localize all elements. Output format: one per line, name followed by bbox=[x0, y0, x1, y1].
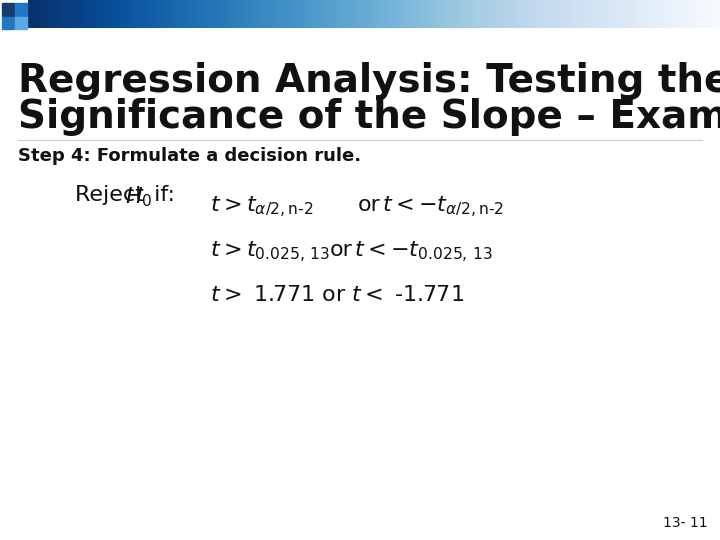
Text: $t >$ 1.771 or $t <$ -1.771: $t >$ 1.771 or $t <$ -1.771 bbox=[210, 285, 464, 305]
Text: 13- 11: 13- 11 bbox=[663, 516, 708, 530]
Text: if:: if: bbox=[147, 185, 175, 205]
Text: $\it{H}_0$: $\it{H}_0$ bbox=[125, 185, 153, 208]
Text: $t < -t_{\alpha/2,\mathrm{n\text{-}2}}$: $t < -t_{\alpha/2,\mathrm{n\text{-}2}}$ bbox=[382, 195, 504, 220]
Text: or: or bbox=[358, 195, 381, 215]
Text: $t < -t_{0.025,\,13}$: $t < -t_{0.025,\,13}$ bbox=[354, 240, 493, 265]
Text: $t > t_{\alpha/2,\mathrm{n\text{-}2}}$: $t > t_{\alpha/2,\mathrm{n\text{-}2}}$ bbox=[210, 195, 313, 220]
Bar bbox=[2, 3, 14, 16]
Text: or: or bbox=[330, 240, 353, 260]
Text: Reject: Reject bbox=[75, 185, 151, 205]
Bar bbox=[2, 17, 14, 29]
Text: Step 4: Formulate a decision rule.: Step 4: Formulate a decision rule. bbox=[18, 147, 361, 165]
Bar bbox=[15, 17, 27, 29]
Bar bbox=[15, 3, 27, 16]
Text: Regression Analysis: Testing the: Regression Analysis: Testing the bbox=[18, 62, 720, 100]
Text: Significance of the Slope – Example: Significance of the Slope – Example bbox=[18, 98, 720, 136]
Text: $t > t_{0.025,\,13}$: $t > t_{0.025,\,13}$ bbox=[210, 240, 330, 265]
